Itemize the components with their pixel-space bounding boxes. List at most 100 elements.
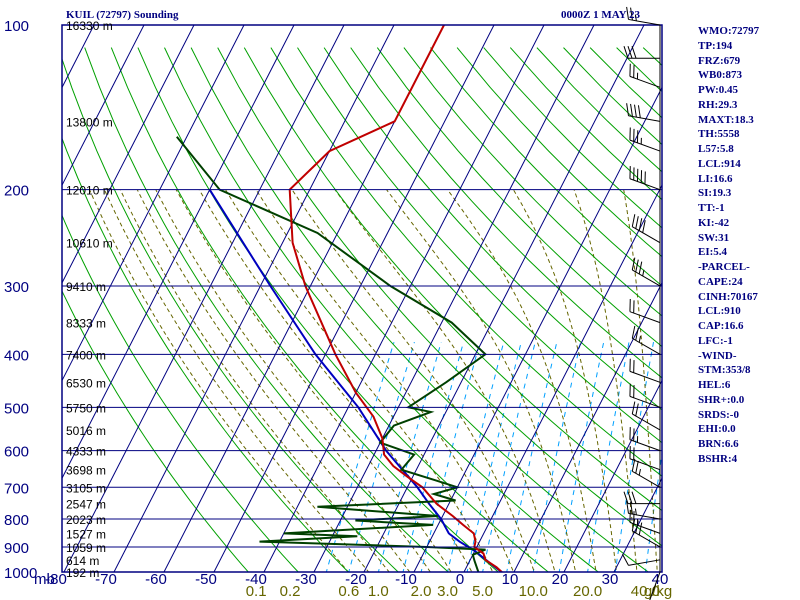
pressure-label: 1000	[4, 565, 37, 582]
isotherm	[62, 25, 195, 284]
pressure-label: 400	[4, 347, 29, 364]
pressure-label: 600	[4, 444, 29, 461]
isotherm	[62, 25, 245, 382]
height-label: 4333 m	[66, 445, 106, 459]
height-label: 3105 m	[66, 481, 106, 495]
dry-adiabat	[217, 47, 662, 547]
mixing-ratio-label: 5.0	[472, 583, 493, 600]
mixing-ratio-line	[532, 341, 581, 572]
mixing-ratio-label: 0.2	[280, 583, 301, 600]
height-label: 16330 m	[66, 19, 113, 33]
temperature-trace	[288, 25, 504, 572]
height-label: 12010 m	[66, 184, 113, 198]
pressure-label: 700	[4, 480, 29, 497]
mixing-ratio-label: 10.0	[519, 583, 548, 600]
moist-adiabat	[103, 189, 370, 572]
plot-area	[62, 25, 662, 572]
pressure-unit-label: mb	[34, 571, 55, 588]
temperature-tick-label: -20	[345, 571, 367, 588]
temperature-tick-label: -60	[145, 571, 167, 588]
dry-adiabat	[62, 137, 349, 572]
isotherm	[513, 281, 662, 572]
wind-barb	[631, 325, 661, 355]
stat-item: BRN:6.6	[698, 438, 739, 450]
moist-adiabat	[136, 189, 411, 572]
mixing-ratio-label: 0.1	[246, 583, 267, 600]
pressure-label: 900	[4, 540, 29, 557]
moist-adiabat	[155, 189, 431, 572]
isotherm	[63, 25, 345, 572]
temperature-tick-label: 10	[502, 571, 519, 588]
temperature-tick-label: -50	[195, 571, 217, 588]
parcel-trace	[208, 189, 504, 572]
dry-adiabat	[62, 214, 299, 572]
mixing-ratio-line	[587, 342, 630, 572]
stat-item: CAPE:24	[698, 275, 743, 288]
wind-barb	[629, 63, 661, 88]
mixing-ratio-label: 40.0	[631, 583, 660, 600]
wind-barb	[626, 6, 661, 26]
pressure-label: 300	[4, 279, 29, 296]
dry-adiabat	[589, 47, 662, 119]
height-label: 1527 m	[66, 527, 106, 541]
isotherm	[313, 25, 595, 572]
stat-item: LFC:-1	[698, 334, 733, 347]
isotherm	[563, 379, 662, 572]
wind-barb	[623, 491, 660, 505]
stat-item: STM:353/8	[698, 364, 751, 377]
mixing-ratio-line	[377, 341, 442, 572]
pressure-label: 500	[4, 400, 29, 417]
stat-item: LI:16.6	[698, 172, 733, 185]
pressure-label: 200	[4, 183, 29, 200]
isotherm	[363, 25, 645, 572]
stat-item: TP:194	[698, 39, 733, 52]
stat-item: LCL:914	[698, 157, 741, 170]
moist-adiabat	[119, 189, 390, 572]
dry-adiabat	[110, 47, 500, 572]
wind-barb	[629, 427, 661, 452]
wind-barb	[629, 358, 661, 383]
wind-barb	[626, 103, 661, 122]
height-label: 7400 m	[66, 348, 106, 362]
wind-barb	[623, 46, 660, 59]
mixing-ratio-label: 20.0	[573, 583, 602, 600]
stat-item: PW:0.45	[698, 84, 739, 96]
dry-adiabat	[270, 47, 662, 477]
mixing-ratio-label: 2.0	[411, 583, 432, 600]
dry-adiabat	[536, 47, 662, 173]
isotherm	[263, 25, 545, 572]
temperature-tick-label: 30	[602, 571, 619, 588]
dry-adiabat	[84, 47, 449, 572]
height-label: 10610 m	[66, 237, 113, 251]
dry-adiabat	[190, 47, 650, 572]
mixing-ratio-line	[558, 341, 605, 572]
isotherm	[463, 184, 662, 572]
wind-barb	[629, 446, 661, 471]
stat-item: FRZ:679	[698, 54, 741, 67]
stat-item: WMO:72797	[698, 25, 760, 37]
mixing-ratio-unit: g/kg	[644, 583, 672, 600]
isotherm	[413, 86, 662, 572]
moist-adiabat	[89, 189, 349, 572]
wind-barb	[622, 554, 661, 566]
stat-item: LCL:910	[698, 305, 741, 318]
temperature-tick-label: -70	[95, 571, 117, 588]
dry-adiabat	[376, 47, 662, 348]
height-label: 5016 m	[66, 424, 106, 438]
dry-adiabat	[297, 47, 662, 444]
height-label: 3698 m	[66, 464, 106, 478]
station-title: KUIL (72797) Sounding	[66, 9, 179, 21]
temperature-tick-label: -80	[45, 571, 67, 588]
mixing-ratio-label: 1.0	[368, 583, 389, 600]
temperature-tick-label: -10	[395, 571, 417, 588]
moist-adiabat	[198, 189, 473, 572]
moist-adiabat	[334, 189, 556, 572]
height-label: 13800 m	[66, 115, 113, 129]
wind-barb	[631, 401, 661, 431]
moist-adiabat	[623, 189, 658, 572]
stat-item: -WIND-	[698, 349, 737, 362]
stat-item: SI:19.3	[698, 187, 732, 200]
stat-item: BSHR:4	[698, 452, 738, 465]
mixing-ratio-line	[506, 341, 558, 572]
wind-barb	[631, 458, 661, 488]
